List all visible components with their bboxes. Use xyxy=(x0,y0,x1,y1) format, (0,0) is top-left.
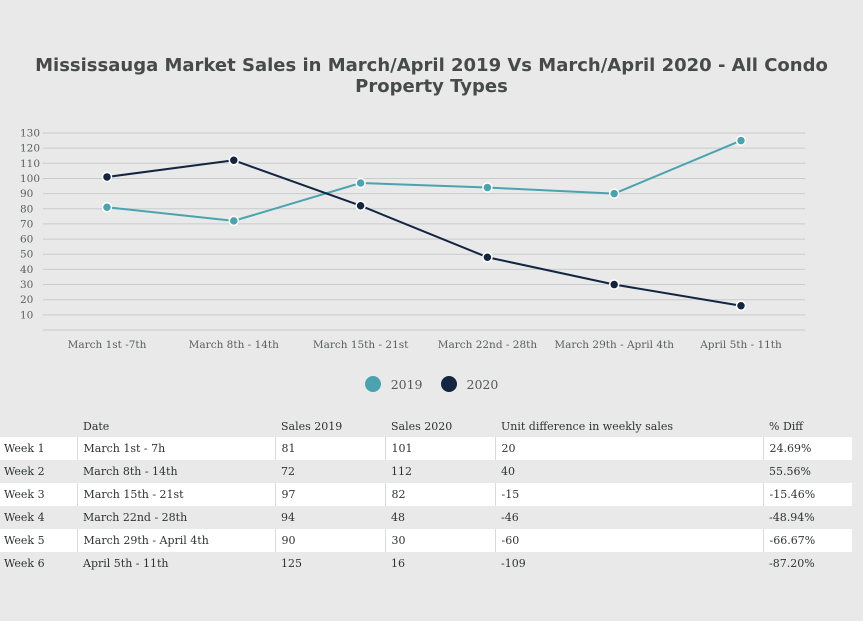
table-cell: 55.56% xyxy=(769,465,811,478)
table-row: Week 3 March 15th - 21st 97 82 -15 -15.46% xyxy=(0,483,852,506)
x-tick-label: March 15th - 21st xyxy=(313,339,409,351)
series-line-2019 xyxy=(106,139,742,222)
table-cell: Week 3 xyxy=(0,483,77,506)
table-header-row: Date Sales 2019 Sales 2020 Unit differen… xyxy=(0,415,852,437)
x-tick-label: April 5th - 11th xyxy=(699,339,782,351)
table-cell: Week 5 xyxy=(0,529,77,552)
table-cell: 125 xyxy=(281,557,302,570)
table-cell: March 29th - April 4th xyxy=(76,529,275,552)
x-tick-label: March 29th - April 4th xyxy=(554,339,674,351)
x-tick-label: March 1st -7th xyxy=(68,339,147,351)
header-cell: Sales 2019 xyxy=(281,419,343,433)
chart-grid xyxy=(43,132,805,331)
x-tick-label: March 8th - 14th xyxy=(189,339,279,351)
table-cell: -46 xyxy=(501,511,519,524)
y-axis-ticks: 10 20 30 40 50 60 70 80 90 100 110 120 130 xyxy=(20,128,40,322)
table-cell: Week 4 xyxy=(4,511,45,524)
table-cell: 97 xyxy=(274,483,385,506)
data-point-2019[interactable] xyxy=(355,177,366,189)
table-cell: Week 1 xyxy=(0,437,77,460)
table-cell: 94 xyxy=(281,511,295,524)
table-cell: Week 2 xyxy=(4,465,45,478)
y-tick-label: 120 xyxy=(20,143,40,155)
legend-item-2019[interactable]: 2019 xyxy=(364,376,423,392)
data-point-2019[interactable] xyxy=(735,135,747,146)
data-point-2020[interactable] xyxy=(608,279,620,290)
table-cell: -15 xyxy=(494,483,763,506)
y-tick-label: 130 xyxy=(20,128,40,140)
table-cell: -60 xyxy=(494,529,763,552)
header-cell: % Diff xyxy=(769,419,804,433)
table-row: Week 6 April 5th - 11th 125 16 -109 -87.20% xyxy=(0,552,852,575)
data-point-2020[interactable] xyxy=(228,155,240,166)
legend-label-2020: 2020 xyxy=(466,376,499,392)
y-tick-label: 110 xyxy=(20,158,40,170)
table-row: Week 1 March 1st - 7h 81 101 20 24.69% xyxy=(0,437,852,460)
table-cell: March 1st - 7h xyxy=(76,437,275,460)
data-point-2020[interactable] xyxy=(482,252,493,263)
table-cell: -87.20% xyxy=(769,557,815,570)
table-cell: -48.94% xyxy=(769,511,815,524)
legend-swatch-2019 xyxy=(364,376,381,392)
table-cell: 72 xyxy=(281,465,295,478)
table-cell: 16 xyxy=(391,557,405,570)
data-point-2020[interactable] xyxy=(735,300,747,312)
series-points xyxy=(101,135,747,312)
table-cell: 24.69% xyxy=(762,437,852,460)
legend-swatch-2020 xyxy=(440,376,457,392)
table-cell: April 5th - 11th xyxy=(83,557,169,570)
series-lines xyxy=(106,139,742,307)
line-chart: 10 20 30 40 50 60 70 80 90 100 110 120 130 March 1st… xyxy=(20,128,805,351)
data-point-2019[interactable] xyxy=(228,215,240,227)
table-cell: -66.67% xyxy=(762,529,852,552)
y-tick-label: 70 xyxy=(20,218,33,230)
table-cell: 81 xyxy=(274,437,385,460)
table-cell: March 22nd - 28th xyxy=(83,511,188,524)
table-cell: 30 xyxy=(384,529,495,552)
table-cell: March 8th - 14th xyxy=(83,465,178,478)
table-cell: -109 xyxy=(501,557,526,570)
table-row: Week 4 March 22nd - 28th 94 48 -46 -48.94% xyxy=(0,506,852,529)
x-tick-label: March 22nd - 28th xyxy=(438,339,538,351)
y-tick-label: 80 xyxy=(20,203,33,215)
header-cell xyxy=(0,415,77,437)
table-cell: -15.46% xyxy=(762,483,852,506)
table-cell: 20 xyxy=(494,437,763,460)
y-tick-label: 50 xyxy=(20,249,33,261)
y-tick-label: 20 xyxy=(20,294,33,306)
y-tick-label: 30 xyxy=(20,279,33,291)
header-cell: Date xyxy=(83,419,110,433)
y-tick-label: 10 xyxy=(20,309,33,321)
table-row: Week 5 March 29th - April 4th 90 30 -60 -66.6… xyxy=(0,529,852,552)
legend-label-2019: 2019 xyxy=(390,376,423,392)
table-cell: 40 xyxy=(501,465,515,478)
table-cell: 101 xyxy=(384,437,495,460)
table-cell: Week 6 xyxy=(4,557,45,570)
series-line-2020 xyxy=(106,159,742,307)
table-cell: 90 xyxy=(274,529,385,552)
header-cell: Unit difference in weekly sales xyxy=(501,419,673,433)
table-cell: 48 xyxy=(391,511,405,524)
data-point-2019[interactable] xyxy=(482,182,493,193)
header-cell: Sales 2020 xyxy=(391,419,453,433)
table-row: Week 2 March 8th - 14th 72 112 40 55.56% xyxy=(0,460,852,483)
table-cell: 82 xyxy=(384,483,495,506)
y-tick-label: 60 xyxy=(20,234,33,246)
legend-item-2020[interactable]: 2020 xyxy=(440,376,499,392)
table-cell: March 15th - 21st xyxy=(76,483,275,506)
data-point-2020[interactable] xyxy=(355,200,366,211)
data-point-2019[interactable] xyxy=(101,202,113,213)
y-tick-label: 40 xyxy=(20,264,33,276)
table-cell: 112 xyxy=(391,465,412,478)
chart-legend: 2019 2020 xyxy=(0,376,863,392)
data-point-2020[interactable] xyxy=(101,171,113,183)
sales-table: Date Sales 2019 Sales 2020 Unit differen… xyxy=(0,415,852,575)
y-tick-label: 90 xyxy=(20,188,33,200)
data-point-2019[interactable] xyxy=(608,188,620,199)
x-axis-ticks: March 1st -7th March 8th - 14th March 15th… xyxy=(68,339,782,351)
chart-title: Mississauga Market Sales in March/April … xyxy=(35,55,828,97)
y-tick-label: 100 xyxy=(20,173,40,185)
